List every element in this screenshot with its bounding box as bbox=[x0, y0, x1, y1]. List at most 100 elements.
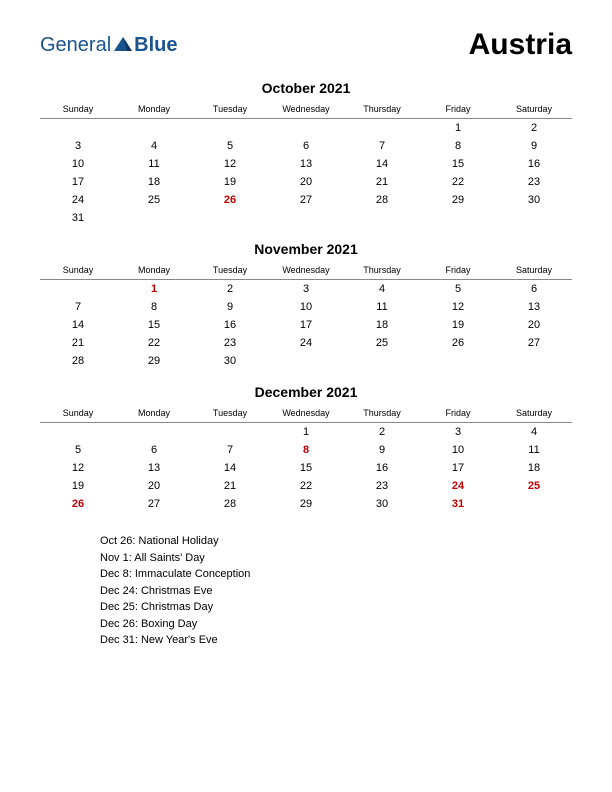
day-cell: 29 bbox=[420, 191, 496, 209]
day-header: Wednesday bbox=[268, 100, 344, 119]
day-header: Thursday bbox=[344, 100, 420, 119]
day-cell: 2 bbox=[344, 423, 420, 442]
day-cell: 31 bbox=[420, 495, 496, 513]
day-cell: 22 bbox=[268, 477, 344, 495]
day-cell bbox=[116, 209, 192, 227]
day-header: Sunday bbox=[40, 100, 116, 119]
day-cell: 15 bbox=[268, 459, 344, 477]
day-header: Tuesday bbox=[192, 261, 268, 280]
day-cell bbox=[496, 495, 572, 513]
month-title: October 2021 bbox=[40, 80, 572, 96]
day-cell: 17 bbox=[420, 459, 496, 477]
day-cell: 5 bbox=[40, 441, 116, 459]
day-header: Saturday bbox=[496, 100, 572, 119]
logo-part1: General bbox=[40, 34, 111, 57]
day-cell bbox=[192, 423, 268, 442]
day-cell: 3 bbox=[268, 280, 344, 299]
day-header: Tuesday bbox=[192, 100, 268, 119]
day-cell: 25 bbox=[116, 191, 192, 209]
day-cell: 30 bbox=[192, 352, 268, 370]
day-cell: 28 bbox=[40, 352, 116, 370]
day-cell: 4 bbox=[116, 137, 192, 155]
table-row: 10111213141516 bbox=[40, 155, 572, 173]
day-cell: 23 bbox=[192, 334, 268, 352]
day-cell: 31 bbox=[40, 209, 116, 227]
day-header: Monday bbox=[116, 100, 192, 119]
day-cell: 28 bbox=[192, 495, 268, 513]
day-cell bbox=[40, 280, 116, 299]
day-cell: 21 bbox=[192, 477, 268, 495]
day-cell: 9 bbox=[496, 137, 572, 155]
day-header: Monday bbox=[116, 404, 192, 423]
day-cell: 25 bbox=[344, 334, 420, 352]
table-row: 1234 bbox=[40, 423, 572, 442]
day-cell bbox=[192, 119, 268, 138]
day-cell: 7 bbox=[192, 441, 268, 459]
day-cell: 15 bbox=[420, 155, 496, 173]
day-cell: 2 bbox=[192, 280, 268, 299]
day-header: Monday bbox=[116, 261, 192, 280]
day-cell: 21 bbox=[344, 173, 420, 191]
holiday-entry: Nov 1: All Saints' Day bbox=[100, 550, 572, 567]
day-header: Tuesday bbox=[192, 404, 268, 423]
day-cell: 3 bbox=[40, 137, 116, 155]
day-header: Thursday bbox=[344, 261, 420, 280]
day-cell: 26 bbox=[192, 191, 268, 209]
day-cell: 5 bbox=[420, 280, 496, 299]
day-cell bbox=[344, 352, 420, 370]
day-cell: 9 bbox=[192, 298, 268, 316]
day-cell: 8 bbox=[116, 298, 192, 316]
day-cell: 1 bbox=[268, 423, 344, 442]
day-cell: 11 bbox=[496, 441, 572, 459]
table-row: 17181920212223 bbox=[40, 173, 572, 191]
day-header: Sunday bbox=[40, 404, 116, 423]
day-cell: 23 bbox=[344, 477, 420, 495]
day-cell: 26 bbox=[420, 334, 496, 352]
calendar-table: SundayMondayTuesdayWednesdayThursdayFrid… bbox=[40, 261, 572, 370]
day-cell: 16 bbox=[192, 316, 268, 334]
day-header: Saturday bbox=[496, 261, 572, 280]
day-cell: 24 bbox=[40, 191, 116, 209]
day-cell bbox=[116, 423, 192, 442]
day-header: Wednesday bbox=[268, 404, 344, 423]
day-cell bbox=[420, 352, 496, 370]
day-cell bbox=[268, 352, 344, 370]
day-cell: 20 bbox=[268, 173, 344, 191]
day-cell: 10 bbox=[420, 441, 496, 459]
day-cell: 13 bbox=[116, 459, 192, 477]
day-cell: 6 bbox=[116, 441, 192, 459]
day-header: Friday bbox=[420, 100, 496, 119]
day-cell: 3 bbox=[420, 423, 496, 442]
calendar-month: December 2021SundayMondayTuesdayWednesda… bbox=[40, 384, 572, 513]
day-cell: 12 bbox=[420, 298, 496, 316]
logo-part2: Blue bbox=[134, 34, 177, 57]
day-cell: 27 bbox=[496, 334, 572, 352]
day-header: Friday bbox=[420, 404, 496, 423]
day-cell: 22 bbox=[116, 334, 192, 352]
day-cell: 11 bbox=[116, 155, 192, 173]
day-cell: 20 bbox=[116, 477, 192, 495]
day-cell: 18 bbox=[496, 459, 572, 477]
day-cell: 23 bbox=[496, 173, 572, 191]
table-row: 262728293031 bbox=[40, 495, 572, 513]
day-cell: 19 bbox=[192, 173, 268, 191]
day-cell: 29 bbox=[116, 352, 192, 370]
day-cell: 10 bbox=[268, 298, 344, 316]
day-cell: 7 bbox=[40, 298, 116, 316]
day-cell: 4 bbox=[344, 280, 420, 299]
table-row: 21222324252627 bbox=[40, 334, 572, 352]
day-cell: 17 bbox=[268, 316, 344, 334]
holiday-entry: Dec 26: Boxing Day bbox=[100, 616, 572, 633]
day-cell: 19 bbox=[40, 477, 116, 495]
day-cell: 7 bbox=[344, 137, 420, 155]
logo: General Blue bbox=[40, 34, 178, 57]
day-cell: 22 bbox=[420, 173, 496, 191]
day-cell: 25 bbox=[496, 477, 572, 495]
day-cell bbox=[192, 209, 268, 227]
day-cell bbox=[496, 352, 572, 370]
calendar-table: SundayMondayTuesdayWednesdayThursdayFrid… bbox=[40, 100, 572, 227]
day-cell: 29 bbox=[268, 495, 344, 513]
day-cell: 15 bbox=[116, 316, 192, 334]
header: General Blue Austria bbox=[40, 28, 572, 62]
day-cell: 27 bbox=[116, 495, 192, 513]
